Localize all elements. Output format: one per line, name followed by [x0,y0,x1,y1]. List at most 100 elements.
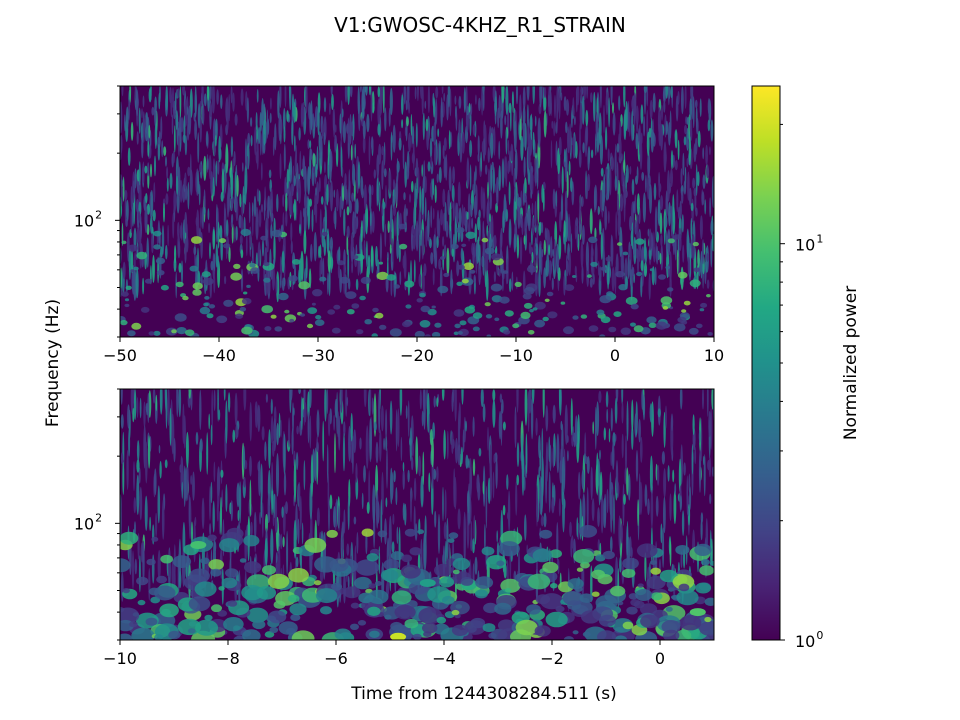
spectrogram-pixel [485,485,488,529]
spectrogram-pixel [699,215,703,240]
spectrogram-pixel [130,250,134,274]
spectrogram-pixel [144,278,153,284]
spectrogram-pixel [159,389,163,415]
spectrogram-pixel [543,110,547,138]
spectrogram-pixel [390,131,393,161]
spectrogram-pixel [405,304,412,309]
spectrogram-pixel [353,516,357,525]
spectrogram-pixel [438,166,442,183]
spectrogram-pixel [261,305,274,314]
spectrogram-pixel [403,192,406,201]
spectrogram-pixel [665,405,667,429]
spectrogram-pixel [120,607,140,624]
spectrogram-pixel [261,239,265,257]
spectrogram-pixel [150,163,152,178]
spectrogram-pixel [309,140,312,149]
spectrogram-pixel [436,466,439,482]
spectrogram-pixel [379,324,387,330]
spectrogram-pixel [280,533,283,550]
spectrogram-pixel [461,243,467,247]
spectrogram-pixel [235,313,244,319]
spectrogram-pixel [534,200,537,228]
spectrogram-pixel [213,274,216,294]
spectrogram-pixel [264,537,268,566]
spectrogram-pixel [319,145,321,159]
spectrogram-pixel [576,517,579,538]
spectrogram-pixel [242,629,261,640]
spectrogram-pixel [610,155,614,172]
spectrogram-pixel [579,593,594,603]
spectrogram-pixel [633,600,645,609]
spectrogram-pixel [208,559,224,571]
spectrogram-pixel [257,404,261,432]
spectrogram-pixel [524,514,527,541]
spectrogram-pixel [625,435,627,476]
spectrogram-pixel [159,86,161,103]
spectrogram-pixel [480,389,484,407]
spectrogram-pixel [194,516,197,527]
spectrogram-pixel [566,254,568,270]
spectrogram-pixel [333,108,336,138]
spectrogram-pixel [312,153,316,167]
spectrogram-pixel [507,490,511,532]
spectrogram-pixel [484,247,495,255]
spectrogram-pixel [122,261,126,280]
spectrogram-pixel [258,209,262,228]
spectrogram-pixel [534,319,546,328]
spectrogram-pixel [199,115,202,143]
spectrogram-pixel [543,267,546,289]
spectrogram-pixel [419,320,431,328]
spectrogram-pixel [145,193,148,204]
spectrogram-pixel [178,262,182,273]
spectrogram-pixel [621,161,624,187]
spectrogram-pixel [596,401,600,437]
spectrogram-pixel [220,496,222,536]
spectrogram-pixel [640,275,643,298]
spectrogram-pixel [550,140,553,169]
spectrogram-pixel [519,94,522,120]
spectrogram-pixel [689,608,706,617]
spectrogram-pixel [306,323,314,329]
spectrogram-pixel [166,166,169,179]
spectrogram-pixel [283,107,286,133]
spectrogram-pixel [447,86,451,108]
spectrogram-pixel [570,233,573,254]
spectrogram-pixel [695,99,698,109]
spectrogram-pixel [171,559,175,591]
spectrogram-pixel [409,193,411,203]
spectrogram-pixel [561,456,566,496]
spectrogram-pixel [541,248,544,258]
spectrogram-pixel [549,90,552,115]
spectrogram-pixel [538,268,541,298]
spectrogram-pixel [480,151,482,172]
spectrogram-pixel [154,585,176,601]
spectrogram-pixel [121,222,124,247]
spectrogram-pixel [241,200,244,217]
spectrogram-pixel [277,292,289,301]
spectrogram-pixel [390,632,407,640]
spectrogram-pixel [177,240,181,259]
spectrogram-pixel [643,262,648,277]
spectrogram-pixel [210,568,222,577]
spectrogram-pixel [274,326,283,332]
spectrogram-pixel [255,563,262,569]
spectrogram-pixel [276,453,279,497]
spectrogram-pixel [216,89,219,105]
spectrogram-pixel [709,493,712,505]
spectrogram-pixel [468,458,470,469]
spectrogram-pixel [232,429,236,443]
spectrogram-pixel [326,444,329,484]
spectrogram-pixel [563,275,566,296]
spectrogram-pixel [657,408,661,418]
spectrogram-pixel [529,309,534,313]
spectrogram-pixel [287,594,300,603]
spectrogram-pixel [343,208,346,237]
spectrogram-pixel [227,181,231,213]
spectrogram-pixel [573,439,576,448]
spectrogram-pixel [402,502,406,521]
spectrogram-pixel [607,210,610,224]
spectrogram-pixel [451,185,455,202]
spectrogram-pixel [660,123,663,151]
spectrogram-pixel [443,521,447,540]
spectrogram-pixel [286,110,289,122]
